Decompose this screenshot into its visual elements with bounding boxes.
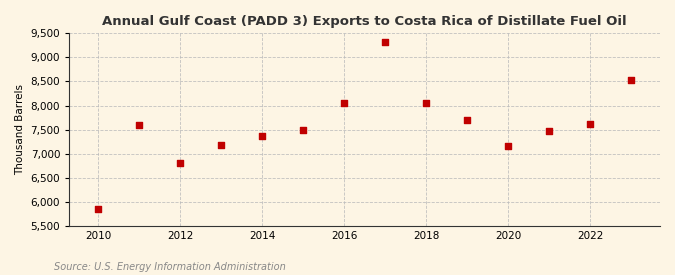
Point	[92, 207, 103, 211]
Point	[544, 128, 555, 133]
Point	[462, 118, 472, 122]
Text: Source: U.S. Energy Information Administration: Source: U.S. Energy Information Administ…	[54, 262, 286, 272]
Point	[626, 77, 637, 82]
Point	[585, 122, 595, 126]
Point	[503, 144, 514, 149]
Point	[256, 133, 267, 138]
Y-axis label: Thousand Barrels: Thousand Barrels	[15, 84, 25, 175]
Point	[380, 40, 391, 45]
Point	[339, 100, 350, 105]
Title: Annual Gulf Coast (PADD 3) Exports to Costa Rica of Distillate Fuel Oil: Annual Gulf Coast (PADD 3) Exports to Co…	[103, 15, 627, 28]
Point	[175, 161, 186, 166]
Point	[421, 100, 431, 105]
Point	[134, 123, 144, 127]
Point	[215, 143, 226, 147]
Point	[298, 128, 308, 132]
